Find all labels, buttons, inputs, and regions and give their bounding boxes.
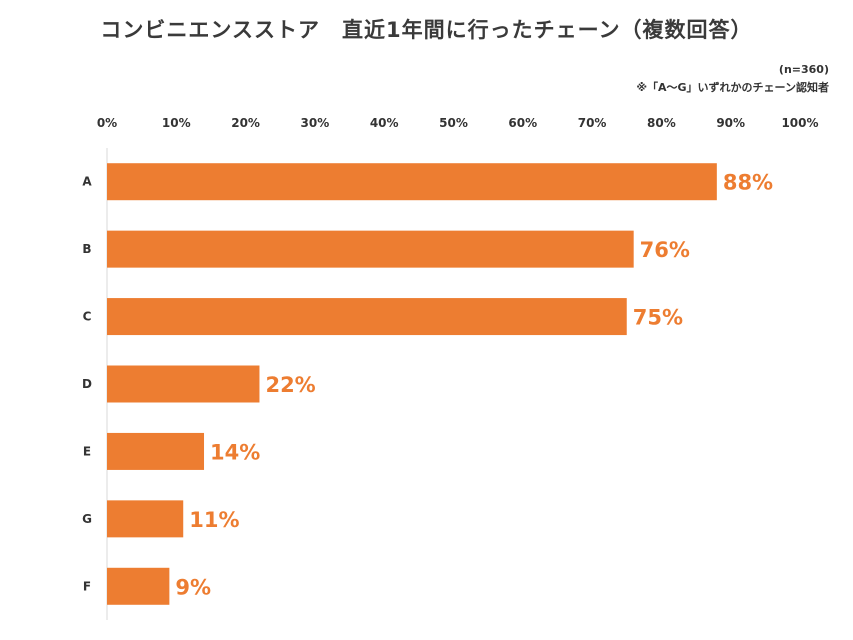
- x-tick-label: 100%: [781, 116, 818, 130]
- category-label: E: [83, 444, 91, 458]
- data-label: 76%: [640, 238, 690, 262]
- bar: [107, 567, 170, 605]
- x-tick-label: 20%: [231, 116, 260, 130]
- data-label: 75%: [633, 306, 683, 330]
- x-tick-label: 40%: [370, 116, 399, 130]
- category-label: B: [82, 242, 91, 256]
- sample-size-note: (n=360): [778, 63, 829, 76]
- category-label: D: [82, 377, 92, 391]
- category-label: C: [83, 310, 92, 324]
- x-tick-label: 10%: [162, 116, 191, 130]
- bar: [107, 230, 634, 268]
- bar: [107, 163, 717, 201]
- x-tick-label: 80%: [647, 116, 676, 130]
- bar: [107, 365, 260, 403]
- data-label: 22%: [265, 373, 315, 397]
- bar: [107, 298, 627, 336]
- data-label: 11%: [189, 508, 239, 532]
- x-tick-label: 50%: [439, 116, 468, 130]
- data-label: 9%: [175, 575, 211, 599]
- footnote: ※「A～G」いずれかのチェーン認知者: [636, 81, 829, 94]
- chart-title: コンビニエンスストア 直近1年間に行ったチェーン（複数回答）: [100, 18, 753, 42]
- bar: [107, 500, 184, 538]
- category-label: F: [83, 579, 91, 593]
- category-label: A: [82, 175, 92, 189]
- x-tick-label: 60%: [508, 116, 537, 130]
- bar: [107, 432, 205, 470]
- x-tick-label: 70%: [578, 116, 607, 130]
- category-label: G: [82, 512, 92, 526]
- data-label: 14%: [210, 440, 260, 464]
- x-tick-label: 0%: [97, 116, 117, 130]
- x-tick-label: 90%: [716, 116, 745, 130]
- data-label: 88%: [723, 171, 773, 195]
- x-tick-label: 30%: [301, 116, 330, 130]
